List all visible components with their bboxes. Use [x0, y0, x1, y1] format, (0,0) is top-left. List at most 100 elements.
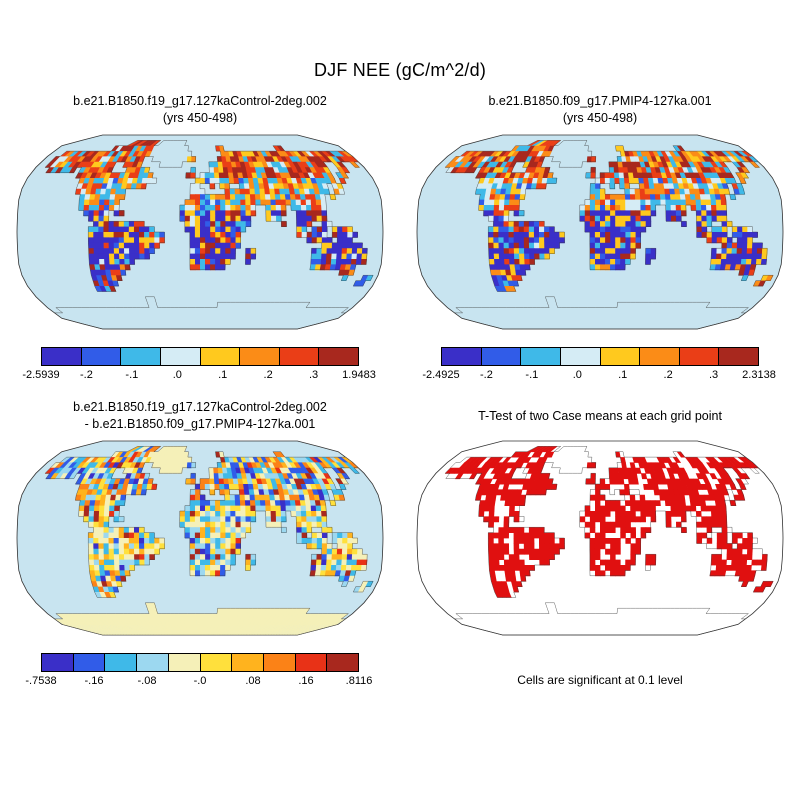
grid-cell [195, 489, 201, 496]
grid-cell [675, 505, 682, 512]
grid-cell [721, 478, 730, 485]
grid-cell [126, 178, 134, 184]
grid-cell [309, 194, 317, 200]
grid-cell [210, 516, 216, 523]
grid-cell [93, 232, 99, 238]
grid-cell [248, 613, 256, 620]
grid-cell [637, 172, 644, 179]
grid-cell [103, 462, 112, 469]
grid-cell [495, 188, 502, 195]
grid-cell [250, 199, 256, 206]
grid-cell [660, 199, 666, 206]
colorbar: -.7538 -.16 -.08 -.0.08.16.8116 [25, 653, 372, 689]
grid-cell [309, 467, 320, 474]
grid-cell [215, 511, 221, 517]
grid-cell [298, 618, 310, 625]
grid-cell [215, 521, 221, 528]
grid-cell [139, 559, 145, 566]
grid-cell [189, 543, 196, 550]
grid-cell [356, 253, 363, 260]
grid-cell [240, 527, 247, 533]
grid-cell [178, 613, 185, 620]
grid-cell [605, 511, 611, 517]
grid-cell [696, 215, 702, 222]
grid-cell [103, 205, 110, 211]
grid-cell [493, 242, 500, 249]
grid-cell [114, 629, 133, 635]
grid-cell [231, 167, 238, 174]
grid-cell [140, 183, 147, 190]
grid-cell [305, 457, 316, 463]
grid-cell [736, 559, 743, 566]
grid-cell [97, 167, 105, 174]
grid-cell [726, 242, 733, 249]
grid-cell [335, 478, 345, 485]
grid-cell [299, 500, 307, 506]
grid-cell [336, 248, 343, 254]
grid-cell [325, 618, 338, 625]
grid-cell [617, 156, 623, 163]
grid-cell [635, 205, 641, 211]
grid-cell [543, 451, 551, 458]
grid-cell [267, 629, 286, 635]
colorbar-segment [719, 348, 758, 365]
grid-cell [230, 521, 236, 528]
grid-cell [195, 565, 201, 571]
grid-cell [183, 629, 190, 635]
grid-cell [306, 527, 313, 533]
grid-cell [628, 178, 635, 184]
grid-cell [245, 559, 251, 566]
grid-cell [503, 527, 509, 533]
grid-cell [250, 473, 257, 480]
grid-cell [154, 548, 160, 555]
grid-cell [100, 188, 107, 195]
grid-cell [267, 608, 276, 614]
grid-cell [170, 613, 177, 620]
grid-cell [342, 237, 348, 244]
grid-cell [619, 178, 625, 184]
grid-cell [256, 457, 265, 463]
grid-cell [253, 618, 261, 625]
grid-cell [316, 210, 323, 217]
grid-cell [103, 516, 110, 523]
grid-cell [698, 494, 706, 501]
grid-cell [513, 242, 520, 249]
grid-cell [605, 226, 611, 233]
grid-cell [219, 624, 228, 631]
grid-cell [279, 618, 290, 625]
grid-cell [115, 613, 124, 620]
grid-cell [194, 242, 201, 249]
grid-cell [478, 199, 485, 206]
grid-cell [349, 161, 361, 168]
grid-cell [619, 489, 626, 496]
grid-cell [348, 156, 359, 163]
grid-cell [58, 467, 69, 474]
grid-cell [500, 188, 507, 195]
grid-cell [142, 478, 149, 485]
grid-cell [531, 178, 539, 184]
grid-cell [268, 183, 275, 190]
grid-cell [290, 624, 312, 631]
grid-cell [235, 199, 241, 206]
grid-cell [288, 613, 298, 620]
grid-cell [472, 462, 482, 469]
grid-cell [739, 462, 751, 469]
grid-cell [586, 462, 592, 469]
grid-cell [93, 226, 99, 233]
grid-cell [111, 624, 130, 631]
grid-cell [134, 237, 140, 244]
grid-cell [650, 559, 657, 566]
grid-cell [244, 613, 252, 620]
grid-cell [486, 489, 494, 496]
grid-cell [318, 167, 327, 174]
grid-cell [273, 489, 280, 496]
grid-cell [529, 248, 535, 254]
grid-cell [194, 543, 201, 550]
grid-cell [129, 156, 137, 163]
grid-cell [544, 538, 550, 544]
grid-cell [515, 489, 523, 496]
grid-cell [654, 194, 661, 200]
grid-cell [650, 210, 657, 217]
grid-cell [484, 500, 491, 506]
grid-cell [280, 613, 290, 620]
